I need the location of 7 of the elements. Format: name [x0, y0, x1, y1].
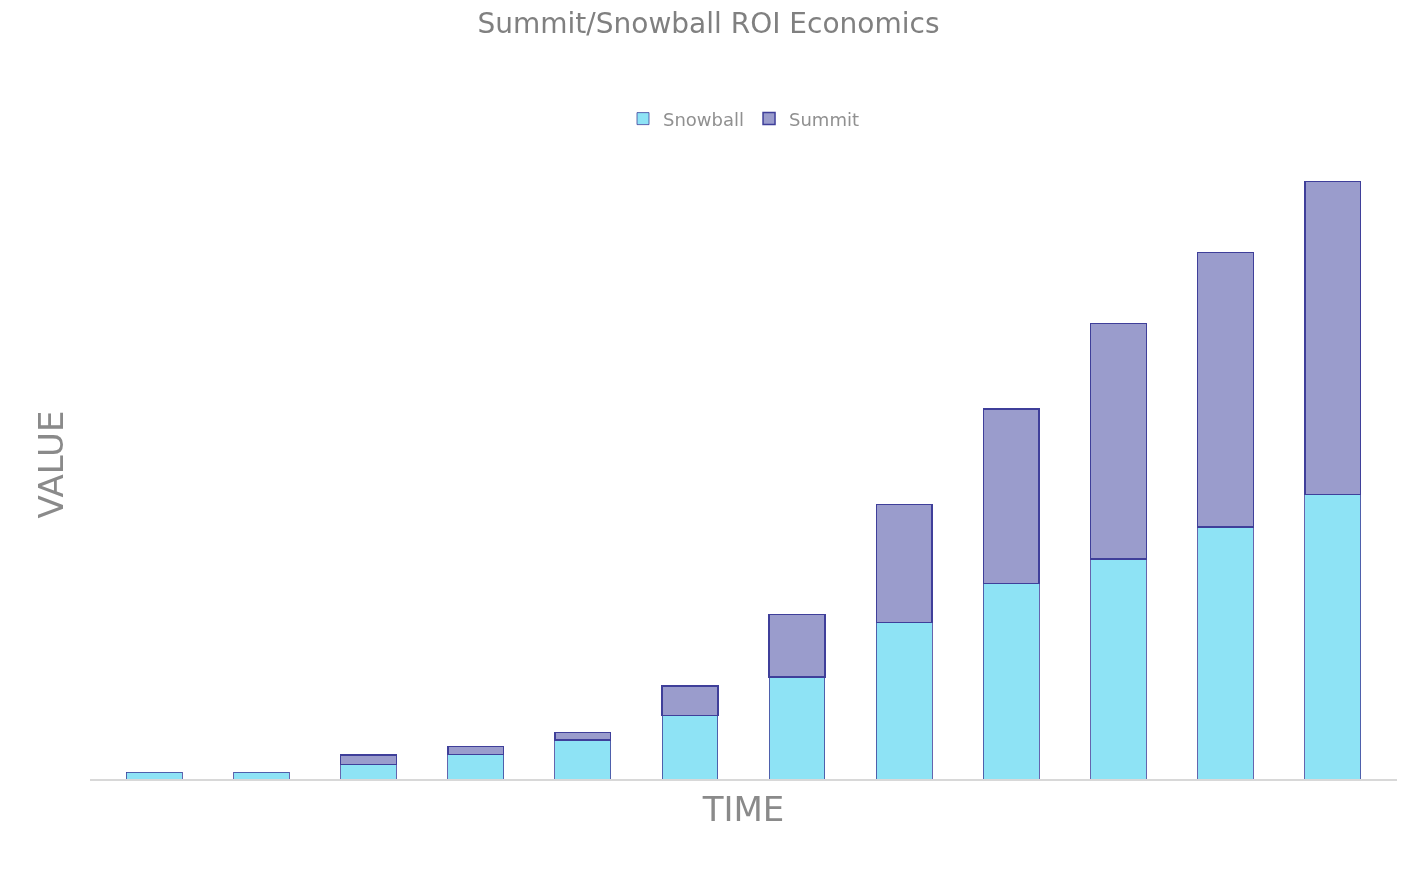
chart-title: Summit/Snowball ROI Economics [477, 6, 940, 40]
bar [126, 772, 183, 779]
x-axis-title: TIME [701, 789, 785, 830]
bar [233, 772, 290, 779]
legend-label: Summit [789, 108, 859, 130]
legend-label: Snowball [663, 108, 745, 130]
y-axis-title: VALUE [30, 410, 71, 519]
